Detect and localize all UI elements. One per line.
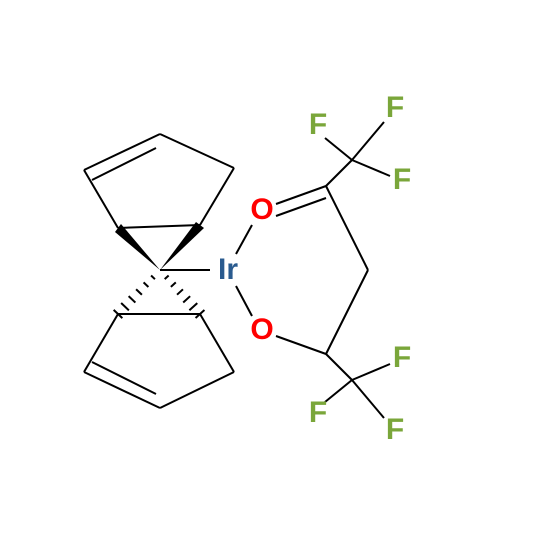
bond [326,160,352,186]
bond [326,186,368,270]
ring-bond [92,148,156,180]
ring-bond [200,168,234,225]
ring-bond [118,225,200,228]
hash-bond [165,276,169,280]
atom-f2: F [386,91,404,125]
ring-bond [84,170,118,228]
hash-bond [183,296,190,302]
ring-bond [160,372,234,408]
bond [352,160,390,176]
ring-bond [200,314,234,372]
bond [326,270,368,354]
hash-bond [177,289,183,294]
atom-f5: F [309,396,327,430]
hash-bond [136,289,142,295]
wedge-bond [160,222,204,270]
atom-o2: O [250,313,273,347]
hash-bond [171,282,176,286]
ring-bond [160,134,234,168]
bond [325,380,352,402]
bond [325,138,352,160]
hash-bond [129,296,136,302]
bond [276,336,326,354]
hash-bond [189,303,197,310]
ring-bond [84,314,118,372]
wedge-bond [115,224,160,270]
bond [326,354,352,380]
atom-f1: F [309,108,327,142]
atom-f3: F [393,163,411,197]
bond [352,364,390,380]
atom-f6: F [386,413,404,447]
atom-ir: Ir [218,253,238,287]
bond [236,286,252,316]
atom-f4: F [393,341,411,375]
hash-bond [121,303,129,310]
hash-bond [144,282,149,287]
molecule-canvas: Ir O O F F F F F F [0,0,533,533]
bond [352,380,384,418]
bond [236,225,252,254]
atom-o1: O [250,193,273,227]
bond [352,122,384,160]
hash-bond [151,275,155,279]
ring-bond [92,362,156,394]
bond-layer [0,0,533,533]
